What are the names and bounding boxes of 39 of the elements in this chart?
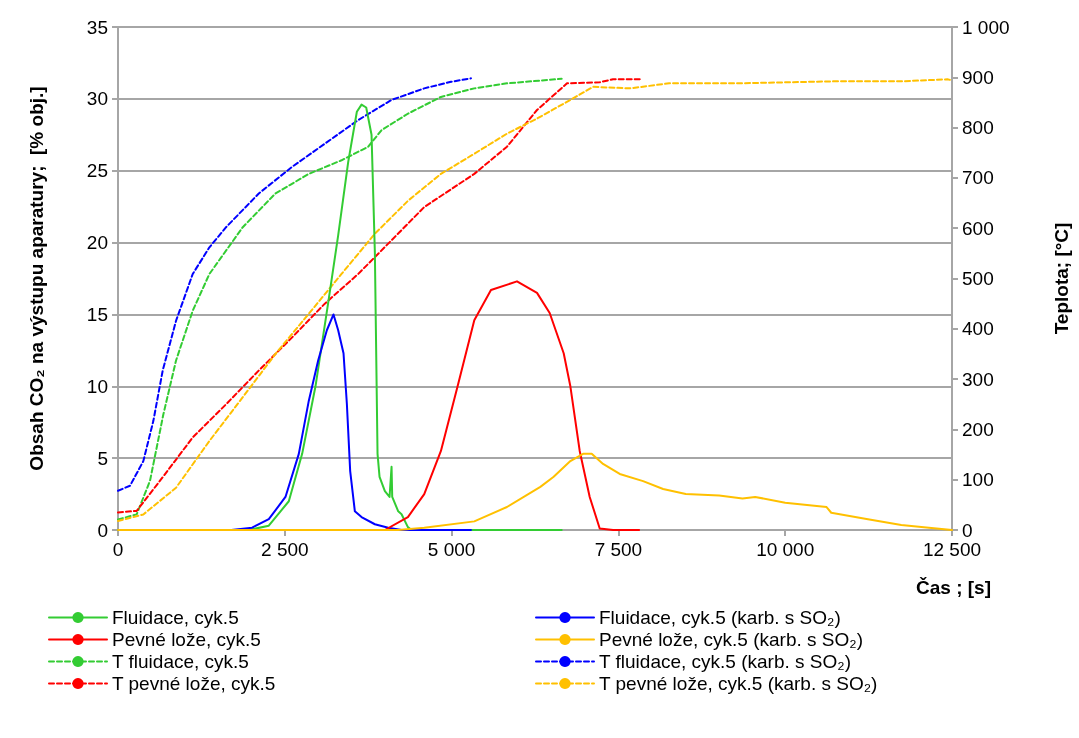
line-series — [117, 77, 472, 492]
y-axis-title: Obsah CO₂ na výstupu aparatury; [% obj.] — [26, 86, 47, 471]
legend-label: Pevné lože, cyk.5 — [112, 629, 261, 650]
x-tick-label: 7 500 — [594, 539, 643, 560]
line-series — [117, 78, 641, 514]
y2-axis-title: Teplota; [°C] — [1051, 222, 1072, 335]
y2-tick-label: 400 — [962, 318, 994, 340]
y2-tick-label: 100 — [962, 469, 994, 491]
y-tick-label: 0 — [97, 519, 108, 541]
y2-tick-label: 0 — [962, 519, 973, 541]
y2-tick-label: 200 — [962, 418, 994, 440]
y2-tick-label: 300 — [962, 368, 994, 390]
y2-tick-label: 700 — [962, 167, 994, 189]
y-tick-label: 30 — [86, 88, 108, 110]
x-tick-label: 10 000 — [756, 539, 815, 560]
legend-label: T pevné lože, cyk.5 (karb. s SO₂) — [599, 673, 878, 694]
legend-label: T fluidace, cyk.5 — [112, 651, 249, 672]
line-series — [383, 280, 641, 531]
y-tick-label: 10 — [86, 375, 108, 397]
y2-tick-label: 900 — [962, 66, 994, 88]
x-tick-label: 5 000 — [427, 539, 476, 560]
y2-tick-label: 800 — [962, 117, 994, 139]
legend-label: Pevné lože, cyk.5 (karb. s SO₂) — [599, 629, 863, 650]
x-axis-title: Čas ; [s] — [916, 577, 992, 598]
legend-label: Fluidace, cyk.5 (karb. s SO₂) — [599, 607, 841, 628]
y-tick-label: 25 — [86, 160, 108, 182]
legend-label: T pevné lože, cyk.5 — [112, 673, 276, 694]
y2-tick-label: 500 — [962, 268, 994, 289]
y-tick-label: 35 — [86, 16, 108, 38]
y2-tick-label: 600 — [962, 217, 994, 239]
x-tick-label: 2 500 — [261, 539, 309, 560]
y-tick-label: 20 — [86, 232, 108, 254]
x-tick-label: 0 — [112, 539, 124, 560]
y-tick-label: 5 — [97, 447, 108, 469]
x-tick-label: 12 500 — [922, 539, 982, 560]
y-tick-label: 15 — [86, 303, 108, 325]
legend-label: T fluidace, cyk.5 (karb. s SO₂) — [599, 651, 851, 672]
y2-tick-label: 1 000 — [962, 16, 1010, 38]
legend-label: Fluidace, cyk.5 — [112, 607, 239, 628]
